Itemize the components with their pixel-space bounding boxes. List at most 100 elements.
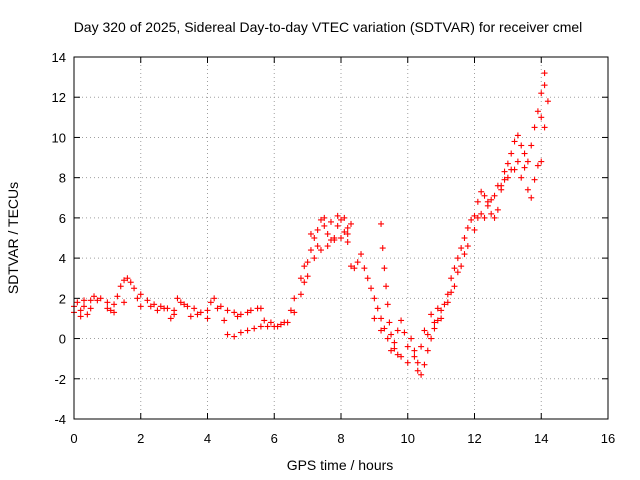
x-tick-label: 4 — [204, 431, 211, 446]
data-point — [361, 265, 368, 272]
data-point — [187, 313, 194, 320]
data-point — [424, 331, 431, 338]
data-point — [244, 309, 251, 316]
data-point — [524, 158, 531, 165]
data-point — [404, 343, 411, 350]
data-point — [384, 335, 391, 342]
data-point — [428, 335, 435, 342]
data-point — [464, 243, 471, 250]
data-point — [284, 319, 291, 326]
data-point — [541, 82, 548, 89]
y-tick-label: -4 — [54, 412, 66, 427]
data-point — [494, 182, 501, 189]
data-point — [334, 212, 341, 219]
data-point — [371, 295, 378, 302]
data-point — [444, 291, 451, 298]
y-tick-label: 4 — [59, 251, 66, 266]
data-point — [474, 198, 481, 205]
data-point — [77, 307, 84, 314]
data-point — [394, 351, 401, 358]
x-tick-label: 0 — [70, 431, 77, 446]
data-point — [261, 317, 268, 324]
chart-title: Day 320 of 2025, Sidereal Day-to-day VTE… — [74, 19, 583, 35]
data-point — [414, 359, 421, 366]
data-point — [386, 319, 393, 326]
data-points — [71, 70, 551, 378]
data-point — [107, 307, 114, 314]
data-point — [304, 259, 311, 266]
data-point — [398, 353, 405, 360]
data-point — [111, 301, 118, 308]
data-point — [121, 277, 128, 284]
data-point — [234, 313, 241, 320]
data-point — [134, 295, 141, 302]
data-point — [191, 305, 198, 312]
data-point — [301, 263, 308, 270]
x-axis-label: GPS time / hours — [287, 457, 394, 473]
data-point — [114, 293, 121, 300]
data-point — [504, 174, 511, 181]
data-point — [161, 305, 168, 312]
data-point — [531, 124, 538, 131]
data-point — [338, 216, 344, 223]
data-point — [81, 303, 88, 310]
x-tick-label: 8 — [337, 431, 344, 446]
data-point — [391, 345, 398, 352]
data-point — [384, 301, 391, 308]
data-point — [491, 214, 498, 221]
data-point — [511, 138, 518, 145]
data-point — [448, 289, 455, 296]
data-point — [464, 224, 471, 231]
x-tick-label: 12 — [467, 431, 481, 446]
data-point — [354, 259, 361, 266]
data-point — [221, 317, 228, 324]
data-point — [171, 311, 178, 318]
y-tick-label: 12 — [52, 90, 66, 105]
data-point — [324, 230, 331, 237]
data-point — [421, 327, 428, 334]
data-point — [531, 176, 538, 183]
data-point — [87, 297, 94, 304]
data-point — [287, 307, 294, 314]
data-point — [247, 307, 254, 314]
x-tick-label: 16 — [601, 431, 615, 446]
data-point — [264, 323, 271, 330]
x-tick-label: 10 — [401, 431, 415, 446]
data-point — [458, 245, 465, 252]
data-point — [521, 164, 528, 171]
data-point — [321, 214, 328, 221]
data-point — [237, 311, 244, 318]
data-point — [518, 142, 525, 149]
data-point — [538, 90, 545, 97]
data-point — [481, 214, 488, 221]
data-point — [257, 305, 264, 312]
data-point — [514, 132, 521, 139]
data-point — [314, 226, 321, 233]
data-point — [174, 295, 181, 302]
data-point — [378, 220, 385, 227]
data-point — [488, 196, 495, 203]
data-point — [331, 237, 338, 244]
data-point — [311, 235, 318, 241]
data-point — [504, 160, 511, 167]
data-point — [301, 279, 308, 286]
data-point — [104, 299, 111, 306]
data-point — [508, 166, 515, 173]
data-point — [231, 309, 238, 316]
data-point — [111, 309, 118, 316]
data-point — [277, 321, 284, 328]
data-point — [144, 297, 151, 304]
data-point — [147, 303, 154, 310]
data-point — [378, 327, 385, 334]
data-point — [534, 108, 541, 115]
data-point — [207, 299, 214, 306]
data-point — [381, 325, 388, 332]
data-point — [528, 142, 535, 149]
data-point — [251, 325, 258, 332]
data-point — [104, 305, 111, 312]
data-point — [471, 226, 478, 233]
data-point — [444, 299, 451, 306]
data-point — [177, 299, 184, 306]
data-point — [271, 323, 278, 330]
plot-frame — [73, 56, 609, 420]
